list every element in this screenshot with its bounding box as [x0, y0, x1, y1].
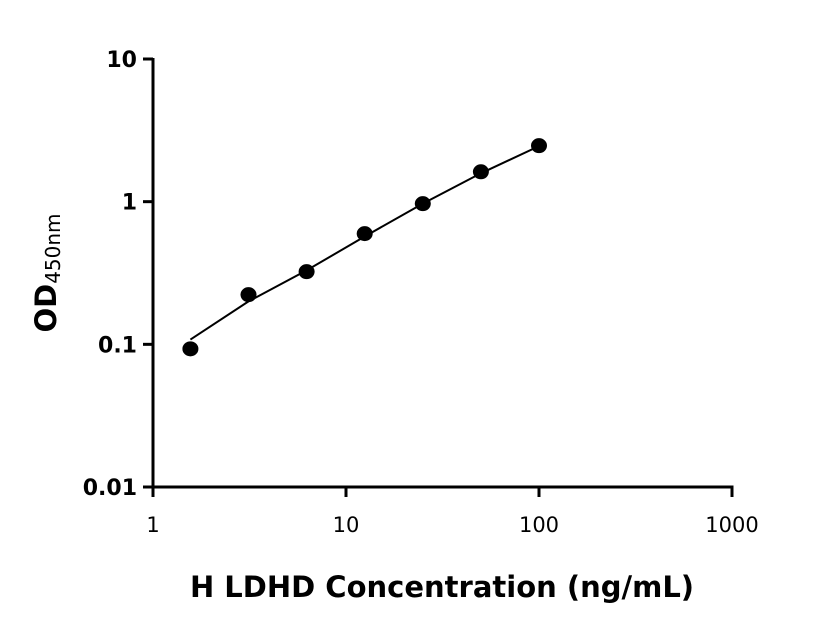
x-tick-label: 10	[333, 513, 360, 537]
x-tick-label: 1000	[705, 513, 758, 537]
x-axis-label: H LDHD Concentration (ng/mL)	[190, 570, 694, 604]
y-axis-label-subscript: 450nm	[41, 213, 65, 283]
y-tick-label: 10	[106, 48, 137, 73]
data-point	[414, 196, 431, 212]
data-point	[182, 341, 199, 357]
y-axis-label-main: OD	[29, 284, 63, 333]
data-point	[472, 164, 489, 180]
data-point	[240, 287, 257, 303]
data-point	[298, 264, 315, 280]
data-point	[531, 138, 547, 154]
y-tick-label: 0.01	[83, 476, 137, 501]
x-tick-label: 100	[519, 513, 559, 537]
axes: 1 10 100 1000 0.01 0.1 1 10	[83, 48, 759, 537]
y-axis-label: OD450nm	[29, 213, 65, 332]
y-tick-label: 0.1	[98, 333, 137, 358]
x-tick-label: 1	[146, 513, 159, 537]
y-tick-label: 1	[122, 191, 137, 216]
data-points	[182, 138, 547, 357]
data-point	[356, 226, 373, 242]
